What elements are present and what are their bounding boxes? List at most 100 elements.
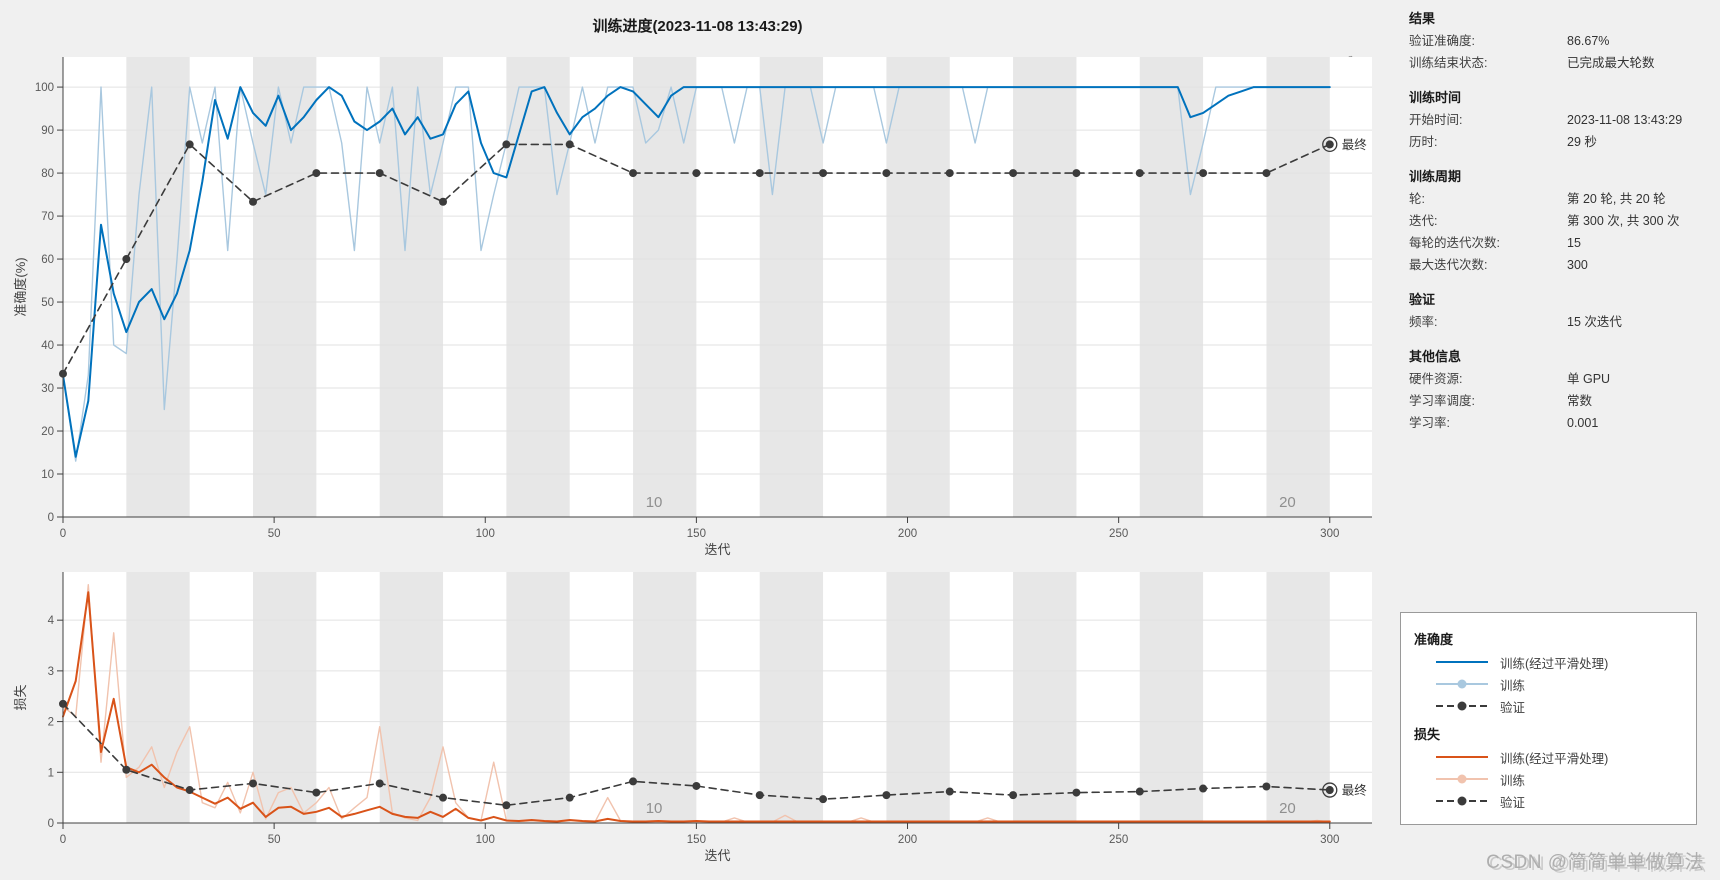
panel-section-title: 训练时间 bbox=[1409, 90, 1462, 105]
legend-dashed-line-sample-icon bbox=[1436, 796, 1488, 806]
loss-train-smoothed-line bbox=[62, 591, 1331, 823]
epoch-band bbox=[759, 57, 824, 517]
accuracy-epoch-label: 20 bbox=[1279, 494, 1296, 511]
loss-validation-marker bbox=[1135, 787, 1144, 796]
loss-validation-marker bbox=[502, 801, 511, 810]
panel-row: 频率: 15 次迭代 bbox=[1409, 311, 1714, 333]
accuracy-validation-marker bbox=[502, 140, 511, 149]
panel-section-title: 其他信息 bbox=[1409, 349, 1462, 364]
loss-validation-marker bbox=[882, 791, 891, 800]
loss-validation-marker bbox=[312, 788, 321, 797]
legend-entry: 验证 bbox=[1413, 790, 1696, 812]
epoch-band bbox=[759, 572, 824, 823]
accuracy-y-tick-label: 20 bbox=[41, 426, 54, 438]
accuracy-validation-marker bbox=[565, 140, 574, 149]
panel-section-title: 训练周期 bbox=[1409, 169, 1462, 184]
epoch-band bbox=[379, 57, 444, 517]
panel-row: 开始时间: 2023-11-08 13:43:29 bbox=[1409, 109, 1714, 131]
legend-entry: 验证 bbox=[1413, 695, 1696, 717]
accuracy-y-tick-label: 40 bbox=[41, 340, 54, 352]
loss-validation-marker bbox=[819, 795, 828, 804]
loss-final-label: 最终 bbox=[1342, 783, 1368, 798]
panel-row: 最大迭代次数: 300 bbox=[1409, 254, 1714, 276]
accuracy-final-dot bbox=[1325, 140, 1334, 149]
panel-row-label: 历时: bbox=[1409, 135, 1438, 149]
loss-validation-marker bbox=[1199, 784, 1208, 793]
loss-validation-marker bbox=[755, 791, 764, 800]
accuracy-y-tick-label: 50 bbox=[41, 297, 54, 309]
loss-y-tick-label: 1 bbox=[48, 767, 54, 779]
accuracy-x-tick-label: 0 bbox=[60, 528, 66, 540]
loss-epoch-label: 20 bbox=[1279, 800, 1296, 817]
loss-validation-marker bbox=[185, 786, 194, 795]
panel-section-title: 验证 bbox=[1409, 292, 1436, 307]
loss-validation-marker bbox=[122, 765, 131, 774]
loss-epoch-label: 10 bbox=[646, 800, 663, 817]
panel-row: 迭代: 第 300 次, 共 300 次 bbox=[1409, 210, 1714, 232]
accuracy-validation-marker bbox=[439, 197, 448, 206]
epoch-band bbox=[1266, 572, 1330, 823]
accuracy-validation-marker bbox=[1009, 169, 1018, 178]
accuracy-validation-marker bbox=[755, 169, 764, 178]
panel-row-label: 验证准确度: bbox=[1409, 34, 1475, 48]
loss-validation-marker bbox=[1072, 788, 1081, 797]
panel-row: 硬件资源: 单 GPU bbox=[1409, 368, 1714, 390]
panel-section-3: 验证频率: 15 次迭代 bbox=[1409, 289, 1714, 333]
epoch-band bbox=[1013, 572, 1077, 823]
epoch-band bbox=[253, 57, 317, 517]
accuracy-ylabel: 准确度(%) bbox=[13, 257, 28, 316]
accuracy-validation-marker bbox=[375, 169, 384, 178]
legend-entry: 训练 bbox=[1413, 768, 1696, 790]
panel-row-label: 学习率: bbox=[1409, 416, 1450, 430]
panel-row: 训练结束状态: 已完成最大轮数 bbox=[1409, 52, 1714, 74]
accuracy-validation-marker bbox=[312, 169, 321, 178]
panel-section-title: 结果 bbox=[1409, 11, 1436, 26]
panel-section-0: 结果验证准确度: 86.67% 训练结束状态: 已完成最大轮数 bbox=[1409, 8, 1714, 74]
accuracy-validation-marker bbox=[882, 169, 891, 178]
accuracy-y-tick-label: 90 bbox=[41, 125, 54, 137]
loss-x-tick-label: 100 bbox=[476, 834, 495, 846]
accuracy-y-tick-label: 30 bbox=[41, 383, 54, 395]
watermark: CSDN @简简单单做算法 bbox=[1486, 852, 1704, 873]
accuracy-validation-marker bbox=[122, 255, 131, 264]
panel-row-value: 0.001 bbox=[1567, 416, 1599, 430]
loss-x-tick-label: 300 bbox=[1320, 834, 1339, 846]
legend-group-title: 准确度 bbox=[1414, 632, 1454, 647]
epoch-band bbox=[1266, 57, 1330, 517]
epoch-band bbox=[1013, 57, 1077, 517]
epoch-band bbox=[1139, 57, 1204, 517]
accuracy-xlabel: 迭代 bbox=[704, 542, 730, 557]
loss-final-dot bbox=[1325, 786, 1334, 794]
accuracy-validation-marker bbox=[185, 140, 194, 149]
legend-dashed-line-sample-icon bbox=[1436, 701, 1488, 711]
panel-section-2: 训练周期 轮: 第 20 轮, 共 20 轮迭代: 第 300 次, 共 300 次每… bbox=[1409, 166, 1714, 276]
loss-validation-marker bbox=[945, 787, 954, 796]
loss-xlabel: 迭代 bbox=[704, 848, 730, 863]
epoch-band bbox=[506, 57, 570, 517]
panel-row-label: 训练结束状态: bbox=[1409, 56, 1488, 70]
legend-entry-label: 训练(经过平滑处理) bbox=[1500, 656, 1609, 671]
loss-x-tick-label: 250 bbox=[1109, 834, 1128, 846]
legend-entry-label: 验证 bbox=[1500, 700, 1526, 715]
legend-raw-line-sample-icon bbox=[1436, 774, 1488, 784]
accuracy-final-ring bbox=[1322, 136, 1338, 153]
accuracy-y-tick-label: 70 bbox=[41, 211, 54, 223]
epoch-band bbox=[126, 572, 190, 823]
panel-row-label: 开始时间: bbox=[1409, 113, 1463, 127]
panel-row: 验证准确度: 86.67% bbox=[1409, 30, 1714, 52]
accuracy-y-tick-label: 60 bbox=[41, 254, 54, 266]
legend-entry: 训练(经过平滑处理) bbox=[1413, 651, 1696, 673]
panel-section-1: 训练时间 开始时间: 2023-11-08 13:43:29 历时: 29 秒 bbox=[1409, 87, 1714, 153]
accuracy-validation-marker bbox=[692, 169, 701, 178]
panel-row-label: 频率: bbox=[1409, 315, 1438, 329]
accuracy-y-tick-label: 0 bbox=[48, 512, 54, 524]
accuracy-validation-marker bbox=[945, 169, 954, 178]
loss-validation-marker bbox=[692, 781, 701, 790]
accuracy-x-tick-label: 200 bbox=[898, 528, 917, 540]
epoch-band bbox=[253, 572, 317, 823]
epoch-band bbox=[126, 57, 190, 517]
panel-row-value: 15 次迭代 bbox=[1567, 315, 1622, 329]
accuracy-validation-marker bbox=[1135, 169, 1144, 178]
